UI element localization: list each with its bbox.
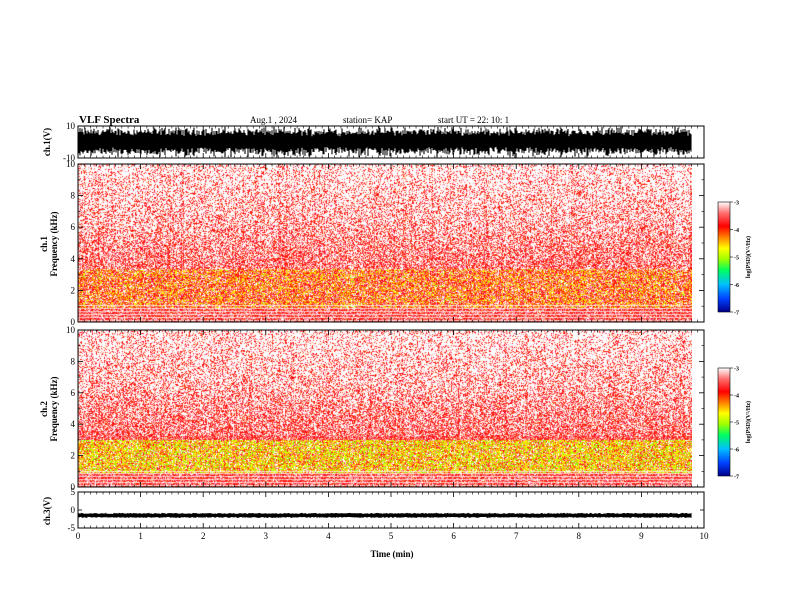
spec1-ytick: 4 (71, 254, 76, 264)
x-tick-label: 7 (514, 531, 519, 541)
ch3-waveform-ytick: 0 (71, 505, 76, 515)
ch2-spectrogram-ylabel-freq: Frequency (kHz) (49, 376, 59, 441)
date-label: Aug.1 , 2024 (250, 115, 297, 125)
spec2-ytick: 8 (71, 356, 76, 366)
plot-frame (77, 491, 705, 529)
x-tick-label: 3 (264, 531, 269, 541)
colorbar-tick-label: -5 (734, 421, 739, 427)
ch2-colorbar: -3 -4 -5 -6 -7 log(PSD)(V²/Hz) (717, 367, 752, 481)
spec2-ytick: 6 (71, 388, 76, 398)
start-time-label: start UT = 22: 10: 1 (438, 115, 509, 125)
figure-title: VLF Spectra (79, 114, 140, 126)
colorbar-tick-label: -7 (734, 475, 739, 481)
ch3-waveform-trace (78, 512, 692, 518)
colorbar-tick-label: -6 (734, 448, 739, 454)
spec2-ytick: 10 (66, 325, 76, 335)
x-tick-label: 6 (451, 531, 456, 541)
x-tick-label: 10 (700, 531, 710, 541)
x-tick-label: 2 (201, 531, 206, 541)
ch2-spectrogram-ylabel-channel: ch.2 (39, 401, 49, 417)
ch2-spectrogram-panel: 10 8 6 4 2 0 (66, 325, 705, 492)
x-tick-label: 1 (138, 531, 143, 541)
colorbar-tick-label: -3 (734, 367, 739, 373)
x-tick-label: 8 (577, 531, 582, 541)
ch1-spectrogram-ylabel-freq: Frequency (kHz) (49, 211, 59, 276)
spec1-ytick: 6 (71, 222, 76, 232)
ch3-waveform-ytick: 5 (71, 487, 76, 497)
ch1-colorbar: -3 -4 -5 -6 -7 log(PSD)(V²/Hz) (717, 201, 752, 317)
ch1-spectrogram-panel: 10 8 6 4 2 0 (66, 159, 705, 327)
spec1-heatmap (78, 164, 692, 322)
ch1-waveform-ytick: -10 (63, 153, 75, 163)
x-tick-label: 0 (76, 531, 81, 541)
ch3-waveform-ytick: -5 (68, 523, 76, 533)
station-label: station= KAP (343, 115, 392, 125)
colorbar-label: log(PSD)(V²/Hz) (745, 401, 752, 443)
ch1-waveform-ytick: 10 (66, 121, 76, 131)
ch1-spectrogram-ylabel-channel: ch.1 (39, 236, 49, 252)
colorbar-gradient (717, 201, 731, 313)
x-axis-label: Time (min) (370, 549, 413, 559)
colorbar-tick-label: -3 (734, 201, 739, 207)
ch1-waveform-panel: 10 -10 (63, 121, 705, 163)
spec1-ytick: 10 (66, 159, 76, 169)
colorbar-gradient (717, 367, 731, 477)
colorbar-tick-label: -7 (734, 311, 739, 317)
x-tick-label: 5 (389, 531, 394, 541)
ch1-waveform-trace (78, 126, 692, 158)
spec1-ytick: 0 (71, 317, 76, 327)
spec2-heatmap (78, 330, 692, 487)
colorbar-tick-label: -6 (734, 283, 739, 289)
x-tick-label: 4 (326, 531, 331, 541)
colorbar-tick-label: -5 (734, 256, 739, 262)
spec2-ytick: 4 (71, 419, 76, 429)
ch1-waveform-ylabel: ch.1(V) (42, 128, 52, 156)
colorbar-tick-label: -4 (734, 394, 739, 400)
spec1-ytick: 8 (71, 191, 76, 201)
spec2-ytick: 2 (71, 451, 76, 461)
colorbar-label: log(PSD)(V²/Hz) (745, 236, 752, 278)
colorbar-tick-label: -4 (734, 228, 739, 234)
ch3-waveform-ylabel: ch.3(V) (42, 497, 52, 525)
x-tick-label: 9 (639, 531, 644, 541)
spec2-ytick: 0 (71, 482, 76, 492)
spec1-ytick: 2 (71, 285, 76, 295)
